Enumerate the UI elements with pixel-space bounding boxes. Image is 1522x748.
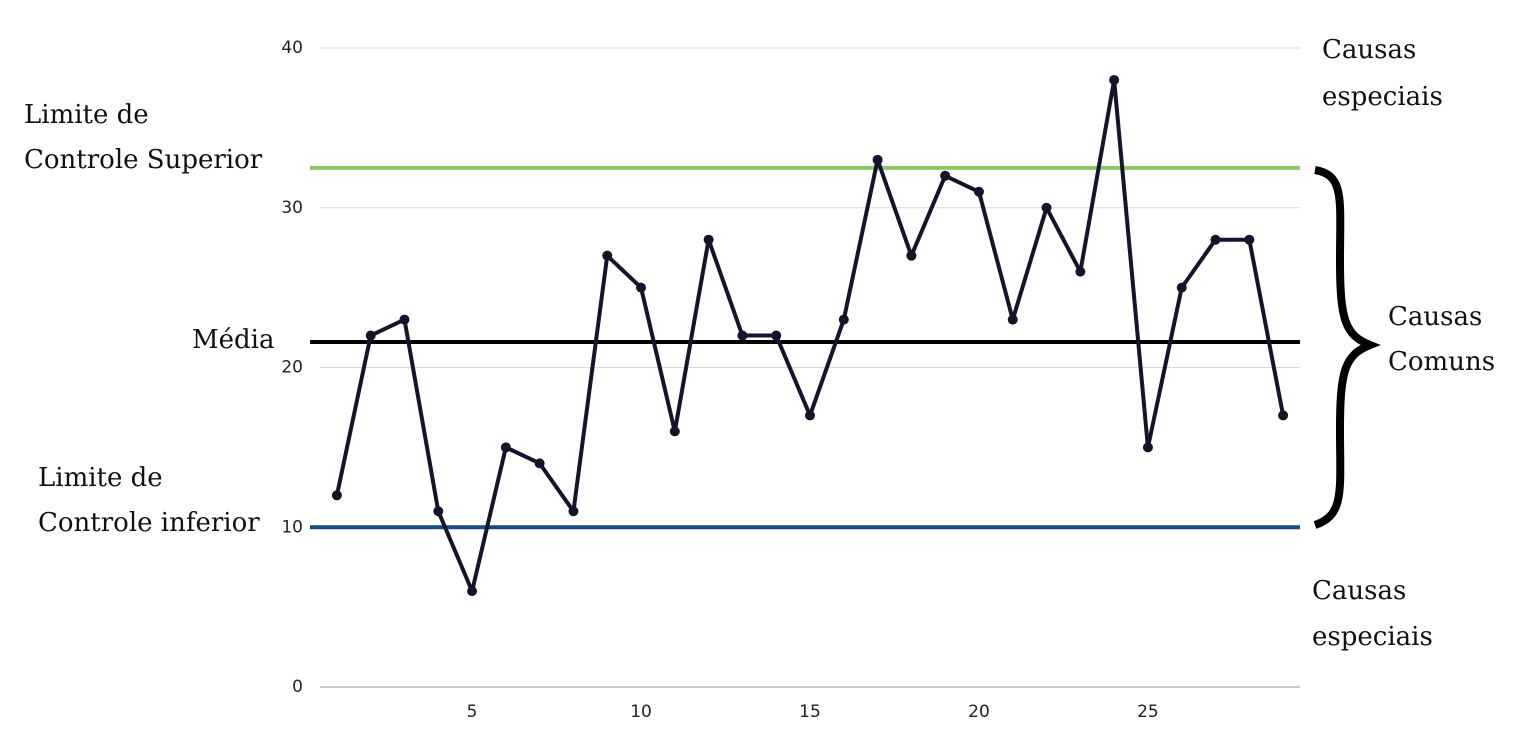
y-tick-label: 40 [281, 38, 303, 58]
x-tick-label: 20 [968, 702, 990, 722]
annotation: Causas [1388, 302, 1482, 332]
annotation: especiais [1312, 622, 1433, 652]
data-point [703, 234, 714, 245]
data-point [1075, 266, 1086, 277]
data-point [433, 506, 444, 517]
reference-label: Média [192, 325, 274, 355]
data-point [500, 442, 511, 453]
y-tick-label: 20 [281, 358, 303, 378]
reference-label: Controle inferior [38, 508, 260, 538]
data-point [1244, 234, 1255, 245]
data-point [636, 282, 647, 293]
annotation: Causas [1312, 576, 1406, 606]
data-point [568, 506, 579, 517]
annotation: especiais [1322, 82, 1443, 112]
data-point [771, 330, 782, 341]
x-tick-label: 5 [467, 702, 478, 722]
data-point [906, 250, 917, 261]
data-point [602, 250, 613, 261]
data-point [1142, 442, 1153, 453]
data-point [973, 186, 984, 197]
data-point [1109, 74, 1120, 85]
data-line [334, 77, 1286, 594]
data-point [1041, 202, 1052, 213]
data-point [467, 586, 478, 597]
data-point [838, 314, 849, 325]
data-point [940, 170, 951, 181]
y-tick-label: 0 [292, 677, 303, 697]
reference-label: Controle Superior [24, 145, 263, 175]
data-point [399, 314, 410, 325]
data-point [1176, 282, 1187, 293]
annotation: Comuns [1388, 347, 1495, 377]
reference-label: Limite de [38, 463, 163, 493]
data-point [872, 154, 883, 165]
data-point [1210, 234, 1221, 245]
data-point [669, 426, 680, 437]
data-point [534, 458, 545, 469]
data-point [365, 330, 376, 341]
data-point [1007, 314, 1018, 325]
data-point [331, 490, 342, 501]
annotation: Causas [1322, 35, 1416, 65]
data-point [737, 330, 748, 341]
y-tick-label: 30 [281, 198, 303, 218]
reference-label: Limite de [24, 100, 149, 130]
data-point [805, 410, 815, 421]
x-tick-label: 25 [1137, 702, 1159, 722]
data-point [1278, 410, 1289, 421]
x-tick-label: 15 [799, 702, 821, 722]
y-tick-label: 10 [281, 517, 303, 537]
x-tick-label: 10 [630, 702, 652, 722]
brace [1313, 166, 1381, 529]
